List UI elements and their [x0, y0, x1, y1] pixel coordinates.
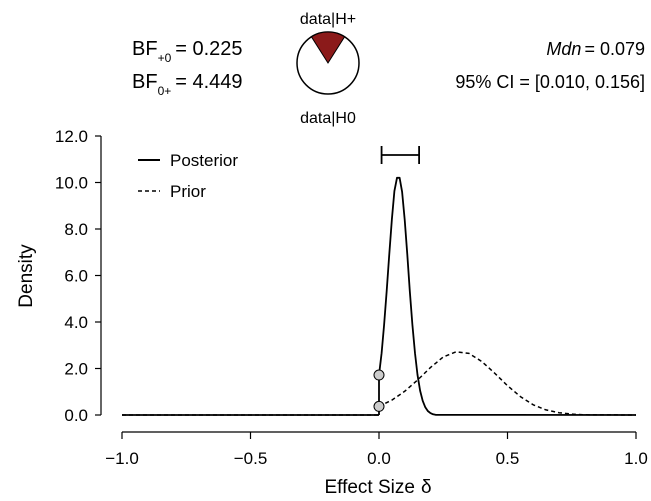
x-tick-label: 0.5: [496, 449, 520, 468]
median-text: Mdn = 0.079: [546, 39, 645, 59]
credible-interval-bar: [380, 146, 420, 164]
pie-top-label: data|H+: [300, 11, 356, 28]
y-tick-label: 2.0: [64, 360, 88, 379]
y-tick-label: 12.0: [55, 127, 88, 146]
series-prior-line: [378, 351, 637, 416]
x-tick-label: −1.0: [105, 449, 139, 468]
bf-plus0: BF+0 = 0.225: [132, 38, 243, 65]
pie-slice-h-plus: [310, 31, 346, 64]
y-tick-label: 10.0: [55, 174, 88, 193]
x-tick-label: 1.0: [624, 449, 648, 468]
density-point: [373, 400, 385, 412]
y-tick-label: 0.0: [64, 406, 88, 425]
axes: 0.0 2.0 4.0 6.0 8.0 10.0 12.0 −1.0 −0.5 0.0 0.5 1.0: [55, 127, 648, 468]
density-point: [373, 369, 385, 381]
series-posterior-line: [378, 176, 637, 416]
credible-interval-text: 95% CI = [0.010, 0.156]: [455, 72, 645, 92]
bf-0plus: BF0+ = 4.449: [132, 71, 243, 98]
x-axis-title: Effect Size δ: [324, 477, 431, 498]
x-tick-label: 0.0: [367, 449, 391, 468]
x-tick-label: −0.5: [234, 449, 268, 468]
series-group: [122, 176, 637, 416]
y-tick-label: 6.0: [64, 267, 88, 286]
pie-bottom-label: data|H0: [300, 110, 356, 127]
y-tick-label: 4.0: [64, 313, 88, 332]
y-axis-title: Density: [16, 244, 37, 308]
legend-prior-label: Prior: [170, 182, 206, 201]
y-tick-label: 8.0: [64, 220, 88, 239]
legend-posterior-label: Posterior: [170, 151, 238, 170]
